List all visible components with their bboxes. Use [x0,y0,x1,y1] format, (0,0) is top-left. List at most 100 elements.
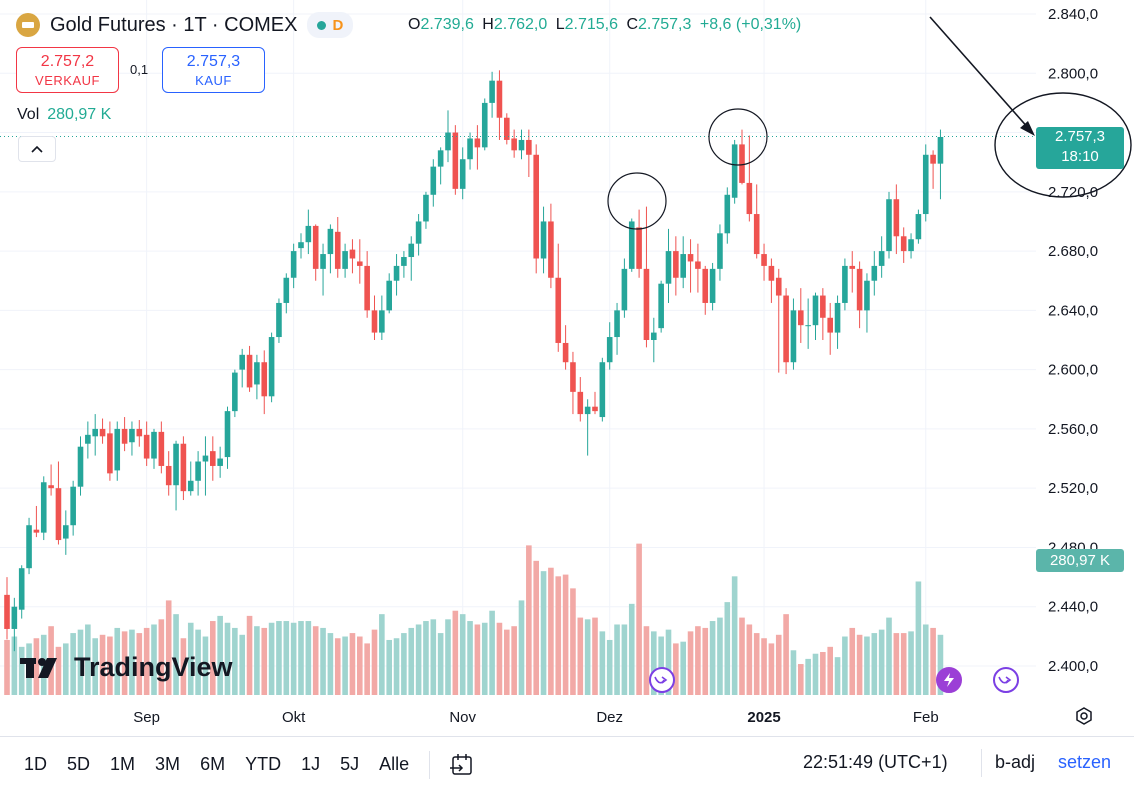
tradingview-watermark[interactable]: TradingView [20,652,233,683]
volume-bar [673,643,679,695]
volume-bar [496,622,503,695]
volume-bar [11,636,18,695]
candle-body [702,268,709,303]
candle-body [55,488,62,541]
volume-bar [577,617,584,695]
candle-body [518,139,525,151]
time-axis[interactable]: Sep Okt Nov Dez 2025 Feb [133,709,938,726]
candle-body [886,199,892,252]
candle-body [92,428,98,437]
flash-event-icon[interactable] [936,667,962,693]
candle-body [349,249,356,259]
sell-price: 2.757,2 [40,53,95,70]
dividend-event-icon[interactable] [649,667,675,693]
volume-legend[interactable]: Vol 280,97 K [17,106,111,124]
candle-body [224,411,231,458]
volume-bar [922,624,929,695]
volume-bar [570,588,576,695]
market-status-badge[interactable]: D [307,12,354,38]
timeframe-all[interactable]: Alle [379,754,410,774]
volume-bar [761,638,767,695]
date-range-icon[interactable] [448,751,476,779]
price-tick-label: 2.440,0 [1048,599,1098,616]
price-axis[interactable]: 2.840,02.800,02.760,02.720,02.680,02.640… [1048,6,1098,675]
annotation-circle[interactable] [994,92,1132,198]
candle-body [187,480,194,492]
volume-bar [114,627,121,695]
volume-bar [489,610,495,695]
volume-bar [165,600,172,695]
candle-body [415,221,422,244]
volume-bar [210,621,216,695]
timeframe-1d[interactable]: 1D [24,754,48,774]
clock-timezone[interactable]: 22:51:49 (UTC+1) [803,752,948,772]
sell-button[interactable]: 2.757,2 VERKAUF [16,47,119,93]
volume-bar [224,622,231,695]
time-tick-label: Sep [133,709,160,726]
symbol-title[interactable]: Gold Futures · 1T · COMEX [50,13,298,36]
volume-bar [540,571,547,695]
buy-label: KAUF [195,73,232,88]
price-tick-label: 2.560,0 [1048,421,1098,438]
annotation-circle[interactable] [708,108,768,166]
last-price-tag[interactable]: 2.757,3 18:10 [1036,127,1124,169]
timeframe-3m[interactable]: 3M [155,754,181,774]
candle-body [173,443,179,486]
volume-bar [606,639,613,695]
timeframe-6m[interactable]: 6M [200,754,226,774]
volume-bar [753,633,760,695]
volume-bar [268,622,275,695]
timeframe-5j[interactable]: 5J [340,754,360,774]
volume-bar [77,629,84,695]
volume-bar [217,615,223,695]
volume-bar [99,634,106,695]
candle-body [276,302,282,338]
price-chart[interactable]: 2.840,02.800,02.760,02.720,02.680,02.640… [0,0,1134,736]
candle-body [562,342,569,363]
candle-body [107,433,113,474]
timeframe-1m[interactable]: 1M [110,754,136,774]
set-button[interactable]: setzen [1058,752,1112,772]
timeframe-1j[interactable]: 1J [301,754,321,774]
time-tick-label: 2025 [747,709,780,726]
open-value: 2.739,6 [420,16,474,33]
volume-bar [915,581,922,695]
timeframe-5d[interactable]: 5D [67,754,91,774]
volume-bar [812,653,819,695]
volume-bar [452,610,459,695]
candle-body [746,182,753,215]
volume-bar [849,627,856,695]
buy-button[interactable]: 2.757,3 KAUF [162,47,265,93]
candle-body [320,254,326,269]
volume-bar [599,631,606,695]
collapse-legend-button[interactable] [18,136,56,162]
future-event-icon[interactable] [993,667,1019,693]
drawing-annotations[interactable] [607,16,1132,230]
candle-body [121,428,128,444]
volume-bar [342,636,348,695]
volume-bar [584,619,591,695]
axis-settings-icon[interactable] [1074,706,1094,726]
volume-bar [415,624,422,695]
volume-bar [305,621,312,695]
candle-body [77,446,84,487]
annotation-arrow[interactable] [929,16,1031,131]
volume-bar [614,624,620,695]
volume-bar [408,627,415,695]
volume-bar [709,621,716,695]
watermark-text: TradingView [74,652,233,682]
price-tick-label: 2.640,0 [1048,302,1098,319]
annotation-circle[interactable] [607,172,667,230]
volume-bar [55,646,62,695]
volume-bar [312,626,319,695]
adjust-toggle[interactable]: b-adj [995,752,1036,772]
volume-bar [893,633,900,695]
candle-body [504,117,510,140]
candle-body [783,295,789,363]
candle-body [312,225,319,269]
timeframe-ytd[interactable]: YTD [245,754,282,774]
volume-value: 280,97 K [47,106,112,123]
candle-body [614,310,620,338]
price-tick-label: 2.400,0 [1048,658,1098,675]
candlesticks [4,70,944,652]
